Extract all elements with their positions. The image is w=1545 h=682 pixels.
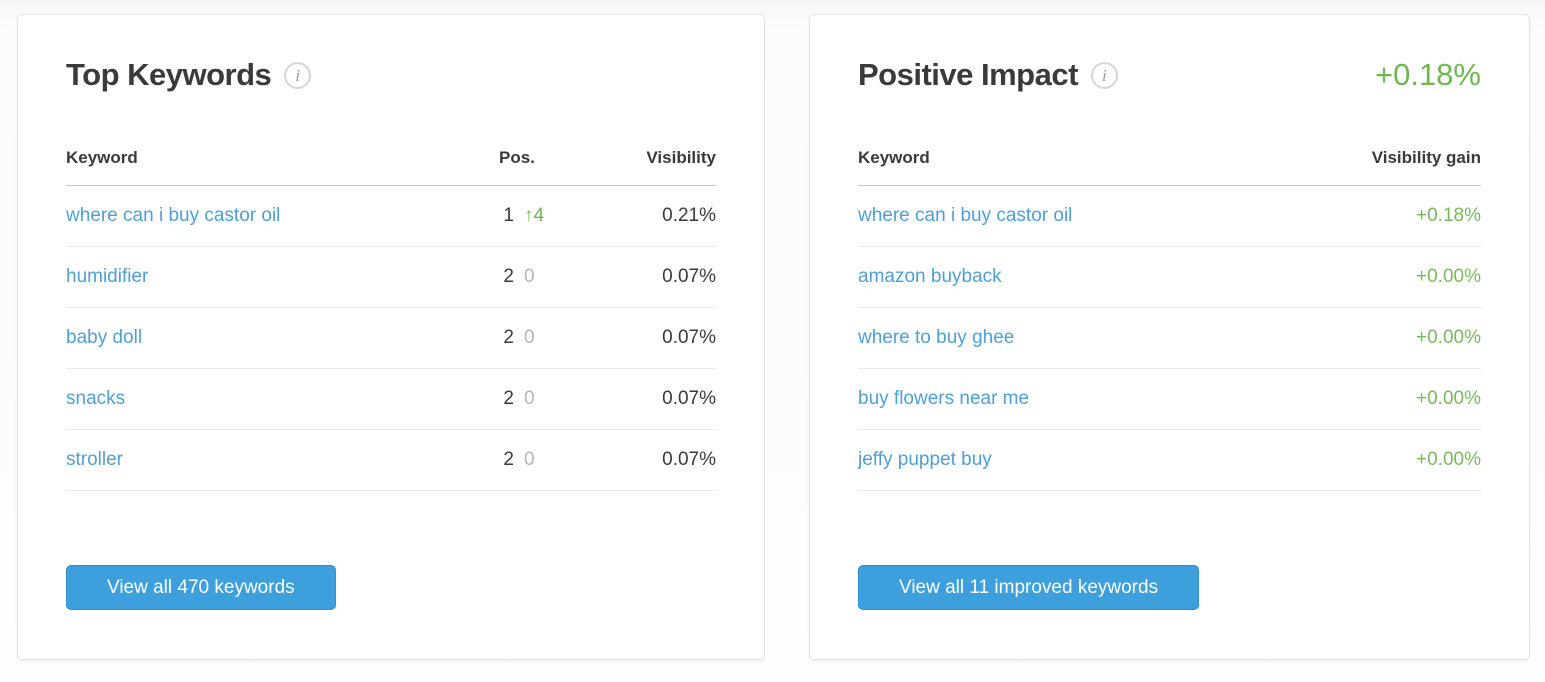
visibility-gain-value: +0.00% (1416, 388, 1481, 409)
keyword-link[interactable]: stroller (66, 449, 124, 470)
info-icon[interactable]: i (284, 61, 312, 89)
table-row: baby doll 2 0 0.07% (66, 308, 716, 369)
arrow-up-icon: ↑ (524, 205, 534, 226)
visibility-gain-value: +0.00% (1416, 449, 1481, 470)
table-row: snacks 2 0 0.07% (66, 369, 716, 430)
positive-impact-table-header: Keyword Visibility gain (858, 148, 1481, 186)
keyword-link[interactable]: amazon buyback (858, 266, 1002, 287)
position-change-up: ↑4 (524, 205, 544, 227)
positive-impact-header: Positive Impact i +0.18% (858, 57, 1481, 93)
visibility-gain-value: +0.18% (1416, 205, 1481, 226)
position-value: 1 (503, 205, 514, 226)
top-keywords-header: Top Keywords i (66, 57, 716, 93)
table-row: jeffy puppet buy +0.00% (858, 430, 1481, 491)
position-value: 2 (503, 266, 514, 287)
table-row: where to buy ghee +0.00% (858, 308, 1481, 369)
top-keywords-title: Top Keywords (66, 57, 272, 92)
visibility-gain-value: +0.00% (1416, 327, 1481, 348)
column-header-keyword: Keyword (858, 148, 930, 167)
keyword-link[interactable]: buy flowers near me (858, 388, 1030, 409)
position-change-none: 0 (524, 388, 535, 409)
position-value: 2 (503, 327, 514, 348)
keyword-link[interactable]: jeffy puppet buy (858, 449, 992, 470)
positive-impact-title: Positive Impact (858, 57, 1078, 92)
view-all-improved-keywords-button[interactable]: View all 11 improved keywords (858, 565, 1200, 610)
column-header-visibility-gain: Visibility gain (1371, 148, 1481, 167)
column-header-visibility: Visibility (646, 148, 716, 167)
keyword-link[interactable]: where can i buy castor oil (66, 205, 281, 226)
table-row: amazon buyback +0.00% (858, 247, 1481, 308)
info-icon[interactable]: i (1090, 61, 1118, 89)
position-value: 2 (503, 388, 514, 409)
table-row: buy flowers near me +0.00% (858, 369, 1481, 430)
position-change-none: 0 (524, 327, 535, 348)
keyword-link[interactable]: snacks (66, 388, 126, 409)
position-value: 2 (503, 449, 514, 470)
visibility-value: 0.07% (662, 388, 716, 409)
column-header-position: Pos. (499, 148, 535, 167)
position-change-none: 0 (524, 266, 535, 287)
position-change-value: 4 (533, 205, 545, 226)
positive-impact-card: Positive Impact i +0.18% Keyword Visibil… (809, 14, 1530, 660)
table-row: humidifier 2 0 0.07% (66, 247, 716, 308)
keyword-link[interactable]: baby doll (66, 327, 143, 348)
visibility-gain-value: +0.00% (1416, 266, 1481, 287)
visibility-value: 0.07% (662, 449, 716, 470)
view-all-keywords-button[interactable]: View all 470 keywords (66, 565, 336, 610)
keyword-link[interactable]: humidifier (66, 266, 149, 287)
table-row: where can i buy castor oil +0.18% (858, 186, 1481, 247)
top-keywords-card: Top Keywords i Keyword Pos. Visibility w… (17, 14, 765, 660)
position-change-none: 0 (524, 449, 535, 470)
total-visibility-gain: +0.18% (1374, 57, 1481, 92)
table-row: where can i buy castor oil 1 ↑4 0.21% (66, 186, 716, 247)
top-keywords-table-header: Keyword Pos. Visibility (66, 148, 716, 186)
table-row: stroller 2 0 0.07% (66, 430, 716, 491)
visibility-value: 0.21% (662, 205, 716, 226)
visibility-value: 0.07% (662, 266, 716, 287)
keyword-link[interactable]: where can i buy castor oil (858, 205, 1073, 226)
keyword-link[interactable]: where to buy ghee (858, 327, 1015, 348)
column-header-keyword: Keyword (66, 148, 138, 167)
visibility-value: 0.07% (662, 327, 716, 348)
